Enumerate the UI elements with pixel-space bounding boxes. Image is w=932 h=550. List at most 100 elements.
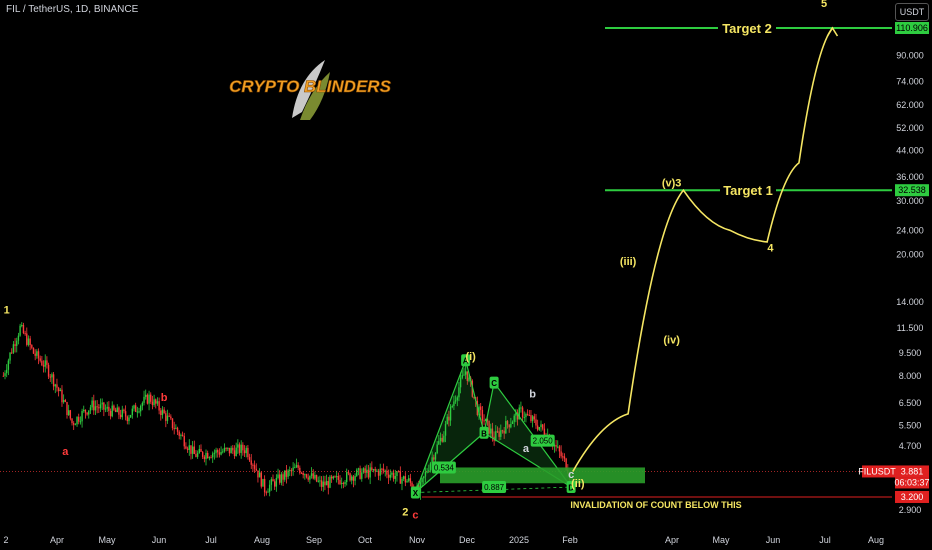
candle-body	[205, 452, 207, 459]
candle-body	[448, 416, 450, 421]
candle-body	[89, 407, 92, 411]
countdown: 06:03:37	[894, 477, 929, 487]
candle-body	[391, 472, 393, 475]
candle-body	[139, 406, 142, 412]
candle-body	[134, 405, 137, 412]
pattern-point-label: C	[491, 379, 497, 388]
candle-body	[505, 421, 507, 434]
candle-body	[260, 472, 262, 487]
candle-body	[230, 447, 232, 454]
candle-body	[156, 401, 159, 404]
candle-body	[490, 428, 492, 434]
ratio-label: 2.050	[533, 437, 554, 446]
candle-body	[399, 471, 402, 484]
candle-body	[354, 475, 356, 481]
candle-body	[213, 452, 216, 454]
candle-body	[69, 410, 72, 419]
x-tick-label: Dec	[459, 535, 476, 545]
candle-body	[232, 447, 234, 451]
y-tick-label: 14.000	[896, 297, 924, 307]
candle-body	[279, 474, 281, 483]
pattern-point-label: D	[568, 484, 574, 493]
candle-body	[22, 325, 25, 334]
candle-body	[225, 447, 227, 449]
candle-body	[242, 444, 244, 451]
pattern-xd	[415, 486, 572, 493]
candle-body	[218, 452, 221, 455]
candle-body	[200, 448, 202, 452]
candle-body	[126, 416, 128, 422]
candle-body	[392, 472, 395, 479]
candle-body	[121, 409, 123, 418]
ratio-label: 0.887	[484, 483, 505, 492]
candle-body	[14, 344, 16, 346]
candle-body	[16, 340, 18, 346]
candle-body	[119, 414, 122, 418]
candle-body	[349, 473, 351, 481]
candle-body	[282, 474, 284, 480]
candle-body	[315, 475, 318, 482]
x-tick-label: Jul	[819, 535, 831, 545]
candle-body	[96, 406, 98, 408]
candle-body	[203, 456, 206, 459]
candle-body	[459, 377, 462, 388]
wave-label: (v)3	[662, 177, 682, 189]
candle-body	[136, 411, 139, 413]
candle-body	[268, 484, 271, 492]
logo-text: CRYPTO BLINDERS	[229, 77, 392, 96]
candle-body	[54, 384, 56, 387]
candle-body	[94, 406, 97, 411]
candle-body	[183, 436, 185, 447]
wave-label: b	[161, 392, 168, 404]
candle-body	[421, 478, 423, 483]
candle-body	[560, 451, 562, 457]
candle-body	[488, 420, 490, 434]
candle-body	[227, 447, 229, 449]
wave-label: c	[412, 509, 418, 521]
candle-body	[37, 351, 40, 359]
demand-zone	[440, 467, 645, 484]
candle-body	[506, 421, 509, 425]
y-tick-label: 90.000	[896, 51, 924, 61]
candle-body	[206, 452, 209, 459]
candle-body	[431, 457, 433, 464]
candle-body	[212, 453, 214, 458]
candle-body	[275, 477, 278, 487]
candle-body	[88, 410, 90, 415]
candle-body	[222, 451, 224, 453]
projection-arrow	[826, 26, 839, 37]
candle-body	[557, 446, 559, 448]
ratio-box	[530, 434, 555, 447]
candle-body	[47, 364, 50, 377]
wave-label: 1	[4, 305, 10, 317]
candle-body	[26, 333, 28, 345]
y-tick-label: 9.500	[899, 348, 922, 358]
candle-body	[444, 424, 447, 436]
candle-body	[496, 431, 499, 433]
candle-body	[7, 360, 10, 370]
candle-body	[190, 445, 192, 454]
candle-body	[454, 400, 457, 402]
candle-body	[238, 444, 241, 453]
candle-body	[329, 476, 331, 488]
wave-label: a	[523, 443, 530, 455]
target-2-label: Target 2	[722, 21, 772, 36]
candle-body	[170, 416, 172, 419]
candle-body	[257, 470, 259, 478]
candle-body	[473, 396, 475, 398]
candle-body	[148, 394, 150, 404]
candle-body	[17, 335, 20, 341]
candle-body	[270, 479, 273, 485]
pattern-point-box	[461, 354, 471, 367]
candle-body	[9, 352, 11, 361]
candle-body	[304, 474, 306, 476]
candle-body	[84, 409, 87, 413]
candle-body	[168, 415, 170, 417]
candle-body	[289, 470, 291, 472]
candle-body	[208, 457, 211, 459]
wave-label: 2	[402, 507, 408, 519]
candle-body	[407, 478, 410, 481]
y-tick-label: 8.000	[899, 371, 922, 381]
currency-button[interactable]: USDT	[895, 3, 929, 21]
